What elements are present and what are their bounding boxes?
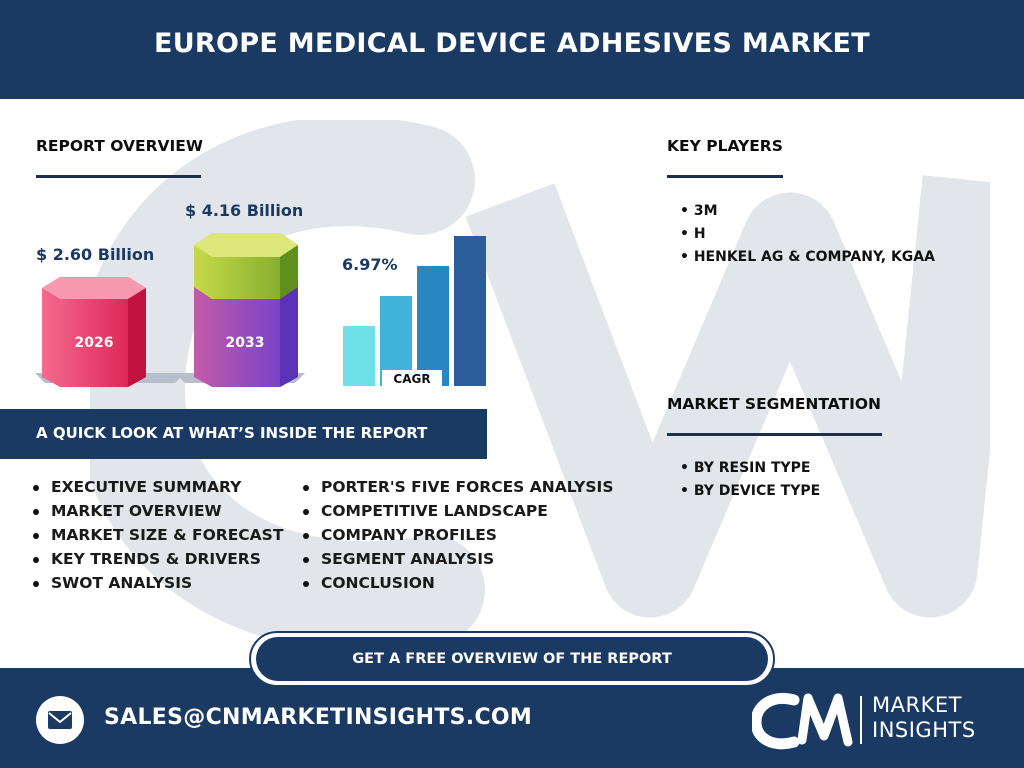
report-overview-title: REPORT OVERVIEW (36, 137, 203, 155)
key-players-list: 3M H HENKEL AG & COMPANY, KGAA (680, 200, 935, 269)
cagr-value: 6.97% (342, 255, 398, 274)
cagr-bar-4 (454, 236, 486, 386)
page-title: EUROPE MEDICAL DEVICE ADHESIVES MARKET (153, 28, 871, 59)
hex-prism-chart (35, 233, 305, 387)
free-overview-button[interactable]: GET A FREE OVERVIEW OF THE REPORT (249, 631, 775, 687)
contents-item: SWOT ANALYSIS (33, 571, 283, 595)
contents-item: SEGMENT ANALYSIS (303, 547, 613, 571)
key-player-item: HENKEL AG & COMPANY, KGAA (680, 246, 935, 269)
value-2026: $ 2.60 Billion (36, 245, 155, 264)
cagr-label: CAGR (393, 372, 431, 386)
year-2033-label: 2033 (225, 335, 265, 351)
contents-item: CONCLUSION (303, 571, 613, 595)
logo-text: MARKET INSIGHTS (872, 693, 976, 743)
market-segmentation-list: BY RESIN TYPE BY DEVICE TYPE (680, 457, 820, 503)
email-link[interactable]: SALES@CNMARKETINSIGHTS.COM (104, 705, 533, 730)
contents-item: KEY TRENDS & DRIVERS (33, 547, 283, 571)
quick-look-banner: A QUICK LOOK AT WHAT’S INSIDE THE REPORT (0, 409, 487, 459)
prism-2033 (194, 233, 298, 387)
contents-item: COMPETITIVE LANDSCAPE (303, 499, 613, 523)
logo-text-insights: INSIGHTS (872, 718, 976, 742)
market-segmentation-underline (667, 433, 882, 436)
contents-item: PORTER'S FIVE FORCES ANALYSIS (303, 475, 613, 499)
contents-item: MARKET SIZE & FORECAST (33, 523, 283, 547)
free-overview-button-inner[interactable]: GET A FREE OVERVIEW OF THE REPORT (256, 637, 768, 681)
mail-icon[interactable] (36, 696, 84, 744)
contents-item: COMPANY PROFILES (303, 523, 613, 547)
header-bar: EUROPE MEDICAL DEVICE ADHESIVES MARKET (0, 0, 1024, 99)
contents-item: MARKET OVERVIEW (33, 499, 283, 523)
key-player-item: 3M (680, 200, 935, 223)
value-2033: $ 4.16 Billion (185, 201, 304, 220)
prism-2026 (42, 277, 146, 387)
logo-text-market: MARKET (872, 693, 962, 717)
contents-list-right: PORTER'S FIVE FORCES ANALYSIS COMPETITIV… (303, 475, 613, 595)
key-players-underline (667, 175, 783, 178)
cagr-bars (343, 236, 486, 388)
year-2026-label: 2026 (74, 335, 114, 351)
key-players-title: KEY PLAYERS (667, 137, 783, 155)
cagr-bar-1 (343, 326, 375, 386)
cn-logo (752, 693, 862, 750)
contents-list-left: EXECUTIVE SUMMARY MARKET OVERVIEW MARKET… (33, 475, 283, 595)
cagr-bar-3 (417, 266, 449, 386)
quick-look-title: A QUICK LOOK AT WHAT’S INSIDE THE REPORT (36, 424, 428, 442)
contents-item: EXECUTIVE SUMMARY (33, 475, 283, 499)
segmentation-item: BY RESIN TYPE (680, 457, 820, 480)
report-overview-underline (36, 175, 201, 178)
free-overview-button-label: GET A FREE OVERVIEW OF THE REPORT (352, 651, 672, 667)
market-segmentation-title: MARKET SEGMENTATION (667, 395, 882, 413)
key-player-item: H (680, 223, 935, 246)
segmentation-item: BY DEVICE TYPE (680, 480, 820, 503)
